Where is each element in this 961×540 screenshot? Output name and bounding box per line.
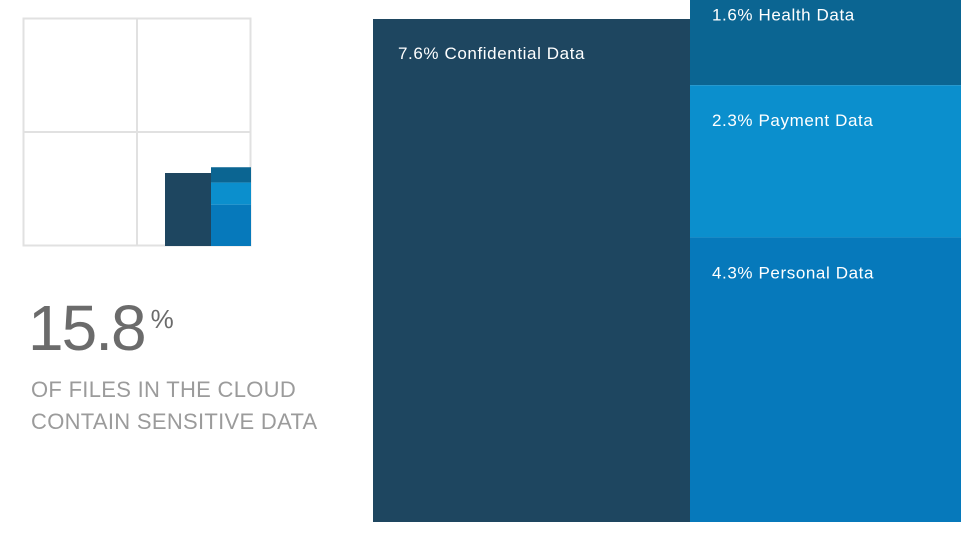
- treemap-rect-personal: [690, 237, 961, 522]
- treemap-rects: [373, 0, 961, 522]
- treemap-label-payment: 2.3% Payment Data: [712, 111, 873, 130]
- treemap-label-confidential: 7.6% Confidential Data: [398, 44, 585, 63]
- treemap-labels: 7.6% Confidential Data 1.6% Health Data 2.…: [398, 5, 874, 282]
- mini-marks: [165, 167, 251, 246]
- treemap-rect-health: [690, 0, 961, 86]
- mini-rect-personal: [211, 204, 251, 246]
- mini-rect-payment: [211, 182, 251, 205]
- mini-rect-health: [211, 167, 251, 183]
- headline-unit: %: [150, 304, 174, 334]
- caption-line-2: CONTAIN SENSITIVE DATA: [31, 409, 318, 434]
- treemap-rect-confidential: [373, 19, 690, 522]
- treemap-label-health: 1.6% Health Data: [712, 5, 855, 24]
- headline-caption: OF FILES IN THE CLOUD CONTAIN SENSITIVE …: [31, 374, 318, 438]
- mini-rect-confidential: [165, 173, 211, 246]
- headline-value: 15.8: [28, 292, 147, 364]
- caption-line-1: OF FILES IN THE CLOUD: [31, 377, 297, 402]
- mini-overview-chart: [22, 17, 252, 247]
- treemap-rect-payment: [690, 85, 961, 238]
- headline-stat: 15.8%: [28, 296, 174, 360]
- treemap-label-personal: 4.3% Personal Data: [712, 263, 874, 282]
